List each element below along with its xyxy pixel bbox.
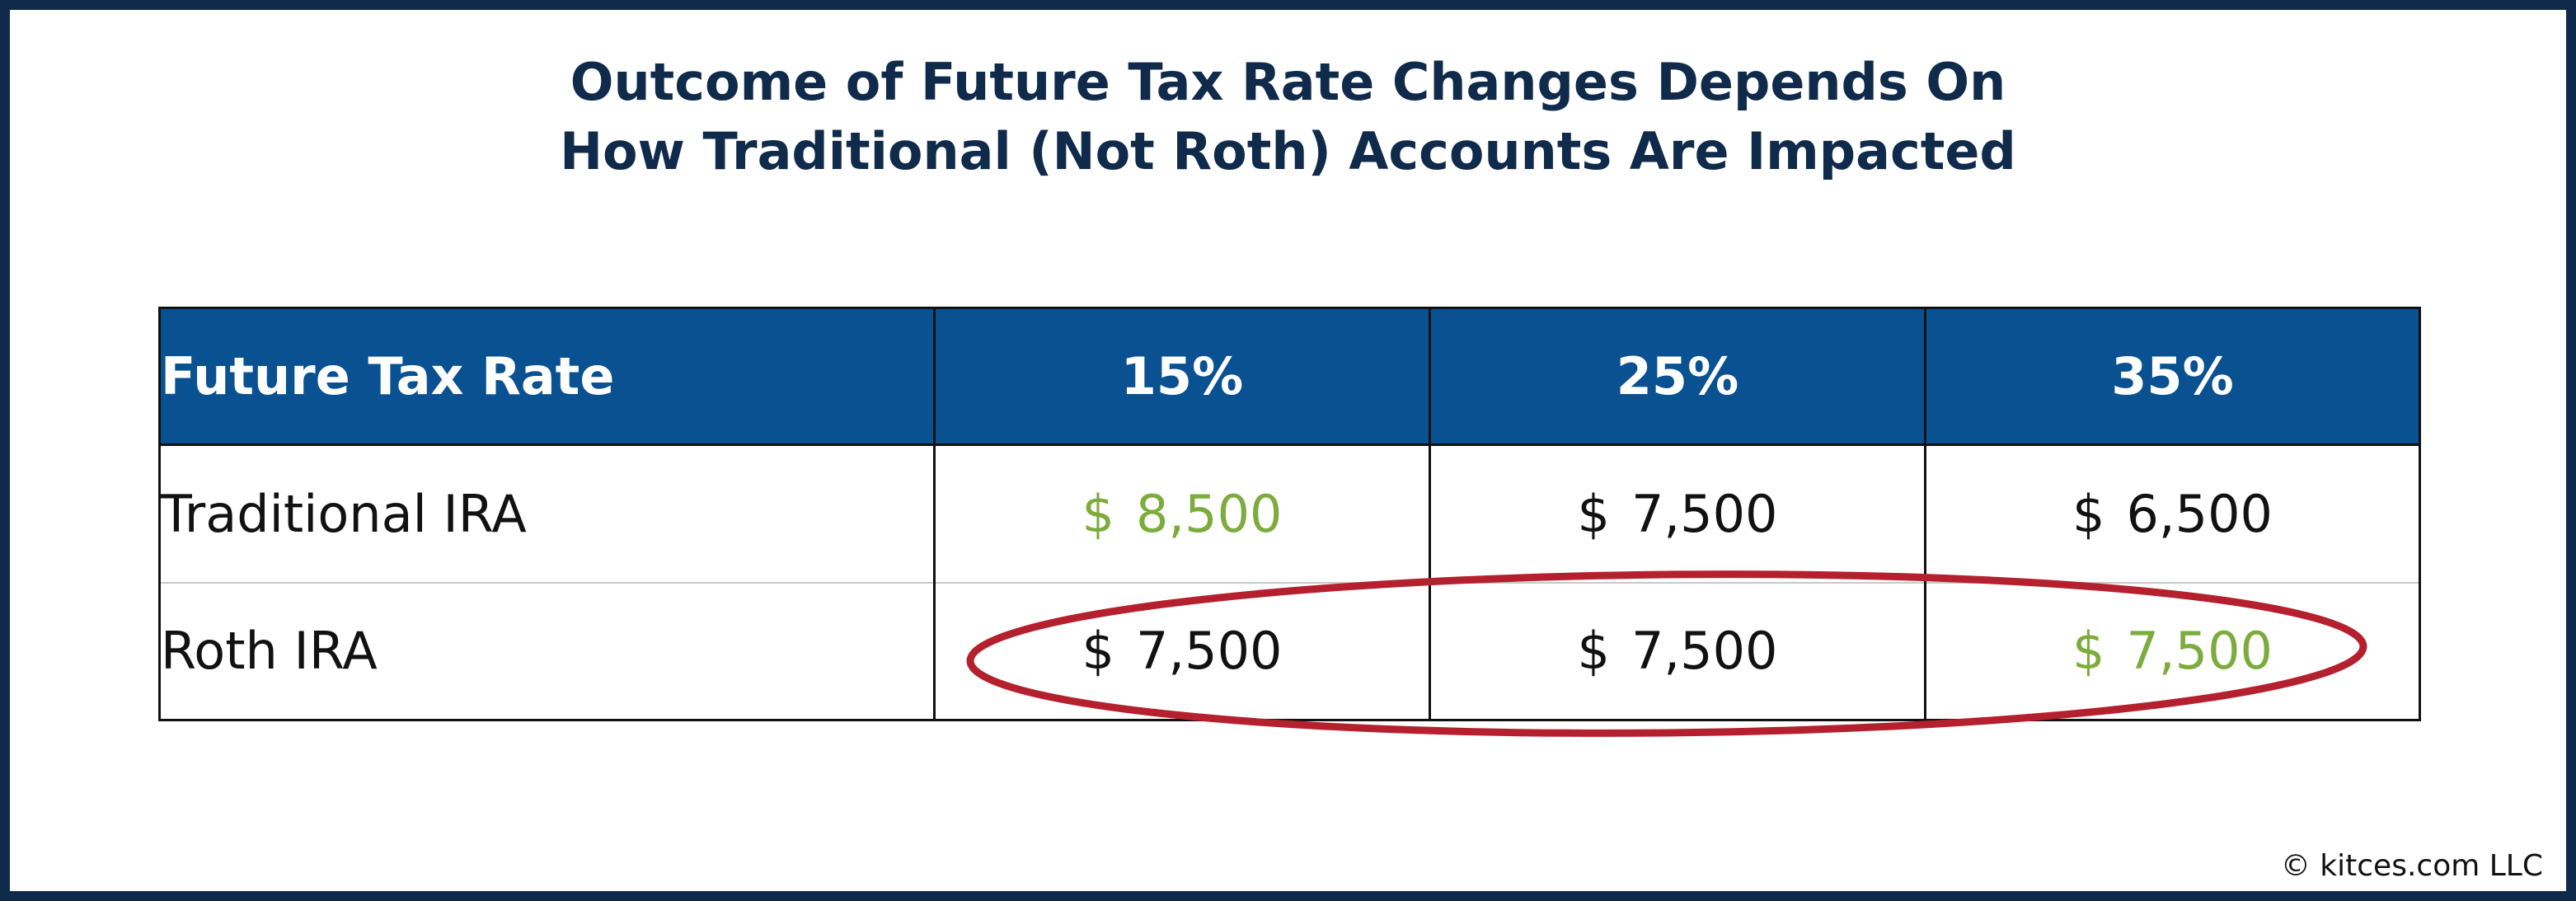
table-row-roth-ira: Roth IRA $7,500 $7,500 $7,500 — [158, 581, 2421, 721]
row-label-traditional-ira: Traditional IRA — [158, 443, 936, 584]
header-rate-35: 35% — [1924, 307, 2421, 446]
header-rate-15: 15% — [933, 307, 1431, 446]
currency-symbol: $ — [1082, 621, 1114, 682]
table-row-traditional-ira: Traditional IRA $8,500 $7,500 $6,500 — [158, 443, 2421, 584]
currency-symbol: $ — [1082, 483, 1114, 544]
title-line-1: Outcome of Future Tax Rate Changes Depen… — [570, 52, 2006, 112]
header-future-tax-rate: Future Tax Rate — [158, 307, 936, 446]
traditional-ira-value-15: $8,500 — [933, 443, 1431, 584]
row-label-roth-ira: Roth IRA — [158, 581, 936, 721]
amount: 7,500 — [2126, 621, 2273, 682]
amount: 7,500 — [1631, 483, 1778, 544]
roth-ira-value-25: $7,500 — [1429, 581, 1926, 721]
currency-symbol: $ — [2072, 483, 2105, 544]
amount: 7,500 — [1631, 621, 1778, 682]
tax-rate-table: Future Tax Rate 15% 25% 35% Traditional … — [158, 307, 2421, 721]
table-header-row: Future Tax Rate 15% 25% 35% — [158, 307, 2421, 446]
copyright-credit: © kitces.com LLC — [2280, 849, 2543, 883]
header-rate-25: 25% — [1429, 307, 1926, 446]
traditional-ira-value-35: $6,500 — [1924, 443, 2421, 584]
currency-symbol: $ — [2072, 621, 2105, 682]
currency-symbol: $ — [1577, 621, 1610, 682]
roth-ira-value-15: $7,500 — [933, 581, 1431, 721]
title-line-2: How Traditional (Not Roth) Accounts Are … — [560, 121, 2016, 181]
traditional-ira-value-25: $7,500 — [1429, 443, 1926, 584]
currency-symbol: $ — [1577, 483, 1610, 544]
roth-ira-value-35: $7,500 — [1924, 581, 2421, 721]
amount: 6,500 — [2126, 483, 2273, 544]
figure-title: Outcome of Future Tax Rate Changes Depen… — [0, 48, 2576, 186]
amount: 8,500 — [1135, 483, 1283, 544]
amount: 7,500 — [1135, 621, 1283, 682]
